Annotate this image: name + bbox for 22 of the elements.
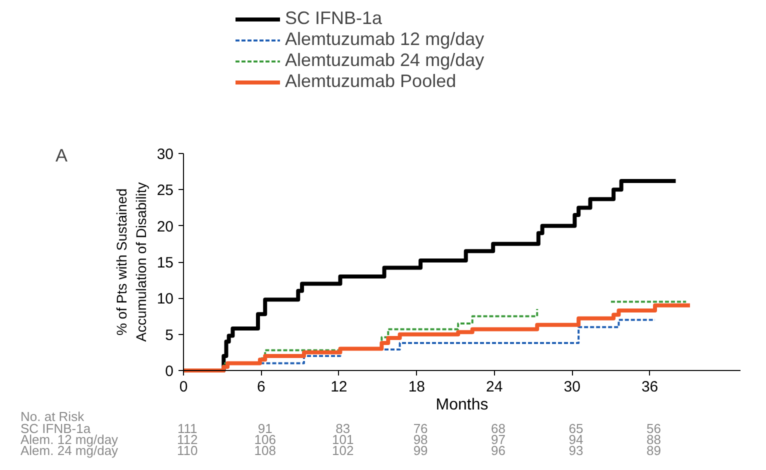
x-tick-label: 12 — [330, 378, 348, 396]
legend-label: Alemtuzumab 12 mg/day — [285, 29, 484, 50]
legend-label: Alemtuzumab 24 mg/day — [285, 50, 484, 71]
legend-label: Alemtuzumab Pooled — [285, 71, 456, 92]
y-tick-label: 20 — [156, 218, 174, 236]
y-tick-label: 15 — [156, 254, 174, 272]
y-tick-label: 0 — [165, 363, 174, 380]
y-tick-label: 5 — [165, 326, 174, 344]
y-axis-title: % of Pts with Sustained Accumulation of Disability — [114, 182, 149, 342]
y-tick-label: 25 — [156, 182, 174, 200]
x-tick-label: 30 — [564, 378, 580, 396]
text: No. at Risk — [20, 409, 85, 424]
x-tick-label: 36 — [641, 378, 658, 396]
x-tick-label: 24 — [486, 378, 503, 396]
x-axis-title: Months — [436, 396, 488, 414]
x-tick-label: 6 — [257, 378, 266, 396]
x-tick-label: 18 — [408, 378, 426, 396]
legend-label: SC IFNB-1a — [285, 8, 382, 29]
x-tick-label: 0 — [179, 378, 188, 396]
text: A — [56, 146, 68, 166]
y-tick-label: 10 — [156, 290, 174, 308]
y-tick-label: 30 — [156, 146, 174, 163]
